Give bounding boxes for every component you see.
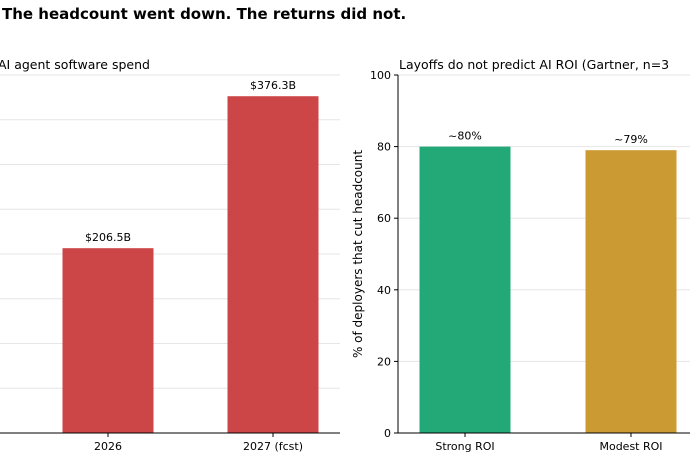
bar-value-label-1: ~79%	[614, 133, 648, 146]
roi-y-axis-label: % of deployers that cut headcount	[351, 150, 365, 358]
bar-value-label-1: $376.3B	[250, 79, 296, 92]
spend-bars: $206.5B $376.3B	[62, 79, 319, 434]
y-tick-label: 0	[384, 427, 391, 440]
x-tick-label-0: 2026	[94, 440, 122, 453]
x-tick-label-1: 2027 (fcst)	[243, 440, 303, 453]
bar-0	[62, 248, 154, 433]
y-tick-label: 80	[377, 141, 391, 154]
y-tick-label: 100	[370, 69, 391, 82]
page-title: The headcount went down. The returns did…	[2, 5, 407, 23]
roi-y-ticks: 0 20 40 60 80 100	[370, 69, 398, 440]
y-tick-label: 20	[377, 355, 391, 368]
roi-chart-title: Layoffs do not predict AI ROI (Gartner, …	[399, 57, 669, 72]
spend-chart-title: AI agent software spend	[0, 57, 150, 72]
bar-1	[227, 96, 319, 434]
roi-chart: Layoffs do not predict AI ROI (Gartner, …	[351, 57, 690, 453]
bar-1	[585, 150, 677, 433]
bar-value-label-0: ~80%	[448, 130, 482, 143]
y-tick-label: 60	[377, 212, 391, 225]
x-tick-label-1: Modest ROI	[599, 440, 662, 453]
spend-chart: AI agent software spend $206.5B $376.3B 2…	[0, 57, 340, 453]
x-tick-label-0: Strong ROI	[435, 440, 494, 453]
spend-x-ticks: 2026 2027 (fcst)	[94, 433, 303, 453]
y-tick-label: 40	[377, 284, 391, 297]
roi-bars: ~80% ~79%	[419, 130, 677, 433]
roi-x-ticks: Strong ROI Modest ROI	[435, 433, 663, 453]
bar-value-label-0: $206.5B	[85, 231, 131, 244]
bar-0	[419, 146, 511, 433]
